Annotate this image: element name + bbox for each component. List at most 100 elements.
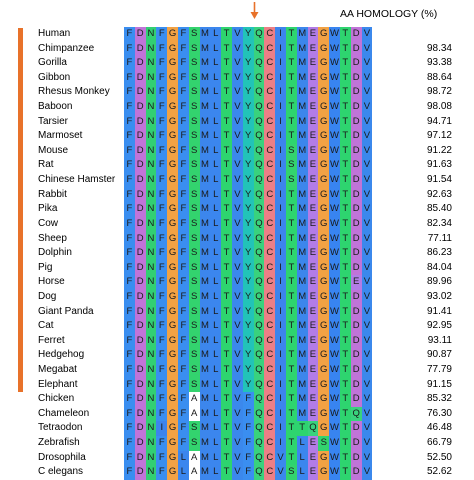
residue-cell: L — [210, 260, 222, 276]
residue-cell: T — [339, 143, 351, 159]
residue-cell: S — [188, 70, 200, 86]
residue-cell: S — [188, 319, 200, 334]
residue-cell: G — [318, 289, 330, 305]
residue-cell: V — [361, 27, 373, 42]
residue-cell: F — [156, 333, 168, 349]
residue-cell: F — [177, 173, 189, 188]
residue-cell: T — [285, 100, 297, 115]
residue-cell: D — [350, 450, 362, 466]
homology-value: 85.32 — [426, 393, 452, 405]
residue-cell: M — [296, 216, 308, 232]
residue-cell: Y — [242, 114, 254, 130]
residue-cell: M — [296, 246, 308, 261]
residue-cell: C — [264, 114, 276, 130]
homology-value: 89.96 — [426, 276, 452, 288]
residue-cell: F — [124, 114, 135, 130]
residue-cell: M — [296, 100, 308, 115]
residue-cell: I — [275, 41, 286, 57]
residue-cell: F — [124, 202, 135, 217]
residue-cell: G — [167, 27, 178, 42]
residue-cell: V — [361, 216, 373, 232]
residue-cell: Y — [242, 231, 254, 247]
residue-cell: I — [275, 27, 286, 42]
residue-cell: E — [307, 27, 319, 42]
residue-cell: F — [177, 70, 189, 86]
residue-cell: C — [264, 246, 276, 261]
residue-cell: T — [221, 158, 232, 174]
residue-cell: I — [275, 129, 286, 144]
residue-cell: T — [339, 377, 351, 393]
residue-cell: Q — [350, 406, 362, 422]
homology-value: 88.64 — [426, 71, 452, 83]
residue-cell: M — [296, 260, 308, 276]
residue-cell: G — [167, 70, 178, 86]
residue-cell: D — [134, 27, 146, 42]
residue-cell: G — [167, 260, 178, 276]
residue-cell: E — [307, 70, 319, 86]
homology-value: 98.34 — [426, 42, 452, 54]
residue-cell: D — [134, 465, 146, 480]
residue-cell: W — [329, 70, 340, 86]
residue-cell: L — [210, 85, 222, 101]
residue-cell: V — [231, 348, 243, 364]
residue-cell: T — [339, 85, 351, 101]
residue-cell: D — [134, 289, 146, 305]
residue-cell: W — [329, 85, 340, 101]
residue-cell: E — [307, 100, 319, 115]
residue-cell: N — [145, 406, 157, 422]
homology-values: 98.34 93.38 88.64 98.72 98.08 94.71 97.12 91.22… — [400, 27, 460, 480]
residue-cell: N — [145, 129, 157, 144]
homology-value: 91.22 — [426, 144, 452, 156]
species-name: Pig — [38, 261, 53, 273]
residue-cell: G — [167, 231, 178, 247]
residue-cell: M — [296, 41, 308, 57]
residue-cell: T — [221, 231, 232, 247]
residue-cell: M — [199, 41, 211, 57]
residue-cell: N — [145, 465, 157, 480]
residue-cell: G — [167, 246, 178, 261]
residue-cell: T — [285, 421, 297, 437]
residue-cell: I — [275, 187, 286, 203]
homology-value: 91.15 — [426, 378, 452, 390]
residue-cell: I — [275, 216, 286, 232]
residue-cell: G — [167, 406, 178, 422]
residue-cell: M — [199, 202, 211, 217]
residue-cell: F — [124, 70, 135, 86]
residue-cell: L — [210, 333, 222, 349]
residue-cell: M — [296, 70, 308, 86]
residue-cell: V — [361, 406, 373, 422]
residue-cell: S — [188, 333, 200, 349]
residue-cell: C — [264, 27, 276, 42]
residue-cell: V — [361, 129, 373, 144]
residue-cell: Q — [253, 85, 265, 101]
residue-cell: T — [221, 450, 232, 466]
residue-cell: V — [361, 465, 373, 480]
residue-cell: I — [275, 143, 286, 159]
residue-cell: Q — [253, 187, 265, 203]
residue-cell: S — [188, 85, 200, 101]
residue-cell: T — [285, 246, 297, 261]
residue-cell: T — [339, 129, 351, 144]
residue-cell: Q — [253, 450, 265, 466]
residue-cell: L — [210, 100, 222, 115]
residue-cell: V — [231, 260, 243, 276]
residue-cell: F — [124, 333, 135, 349]
residue-cell: T — [339, 304, 351, 320]
residue-cell: T — [221, 363, 232, 378]
residue-cell: D — [350, 377, 362, 393]
residue-cell: C — [264, 392, 276, 407]
residue-cell: F — [177, 319, 189, 334]
residue-cell: D — [350, 465, 362, 480]
residue-cell: M — [296, 392, 308, 407]
residue-cell: N — [145, 304, 157, 320]
residue-cell: M — [199, 56, 211, 71]
residue-cell: N — [145, 333, 157, 349]
residue-cell: Y — [242, 246, 254, 261]
residue-cell: F — [156, 187, 168, 203]
